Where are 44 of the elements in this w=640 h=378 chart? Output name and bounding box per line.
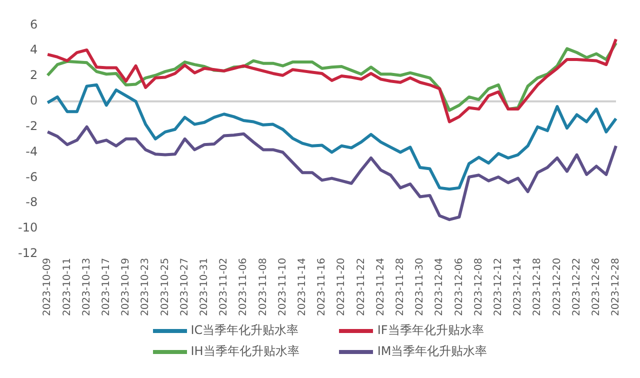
legend-label: IH当季年化升贴水率 — [190, 343, 300, 360]
y-tick-label: -12 — [18, 246, 38, 260]
y-tick-label: 4 — [30, 42, 38, 57]
legend-label: IM当季年化升贴水率 — [377, 343, 488, 360]
y-tick-label: 6 — [30, 17, 38, 32]
x-tick-label: 2023-11-02 — [218, 258, 230, 316]
x-tick-label: 2023-12-26 — [590, 258, 602, 316]
x-tick-label: 2023-10-25 — [160, 258, 171, 316]
x-tick-label: 2023-10-23 — [140, 258, 152, 316]
x-tick-label: 2023-12-08 — [473, 258, 484, 316]
x-tick-label: 2023-12-06 — [454, 258, 465, 316]
y-tick-label: -4 — [26, 144, 38, 158]
x-tick-label: 2023-10-17 — [100, 258, 112, 316]
x-tick-label: 2023-12-12 — [492, 258, 504, 316]
y-tick-label: -10 — [18, 220, 38, 235]
x-tick-label: 2023-11-30 — [414, 258, 426, 316]
x-tick-label: 2023-12-28 — [610, 258, 622, 316]
x-tick-label: 2023-11-28 — [394, 258, 406, 316]
x-tick-label: 2023-10-19 — [120, 258, 132, 316]
x-tick-label: 2023-11-22 — [356, 258, 367, 316]
x-tick-label: 2023-12-20 — [552, 258, 563, 316]
x-tick-label: 2023-11-24 — [375, 258, 386, 316]
x-tick-label: 2023-11-06 — [238, 258, 250, 316]
x-tick-label: 2023-12-04 — [434, 258, 446, 316]
x-tick-label: 2023-11-10 — [277, 258, 288, 316]
x-tick-label: 2023-10-13 — [81, 258, 92, 316]
x-tick-label: 2023-10-09 — [42, 258, 54, 316]
x-tick-label: 2023-11-16 — [316, 258, 328, 316]
x-tick-label: 2023-12-14 — [512, 258, 524, 316]
x-tick-label: 2023-12-18 — [532, 258, 544, 316]
y-tick-label: 0 — [30, 94, 38, 108]
x-tick-label: 2023-11-08 — [258, 258, 269, 316]
x-tick-label: 2023-10-27 — [179, 258, 190, 316]
x-tick-label: 2023-11-20 — [336, 258, 348, 316]
x-tick-label: 2023-10-31 — [198, 258, 210, 316]
legend-label: IC当季年化升贴水率 — [190, 322, 299, 339]
legend-label: IF当季年化升贴水率 — [377, 322, 484, 339]
x-tick-label: 2023-11-14 — [296, 258, 308, 316]
x-tick-label: 2023-10-11 — [62, 258, 73, 316]
y-tick-label: 2 — [30, 68, 38, 82]
y-tick-label: -8 — [26, 195, 38, 210]
x-tick-label: 2023-12-22 — [571, 258, 582, 316]
y-tick-label: -6 — [26, 170, 38, 184]
y-tick-label: -2 — [26, 118, 38, 133]
